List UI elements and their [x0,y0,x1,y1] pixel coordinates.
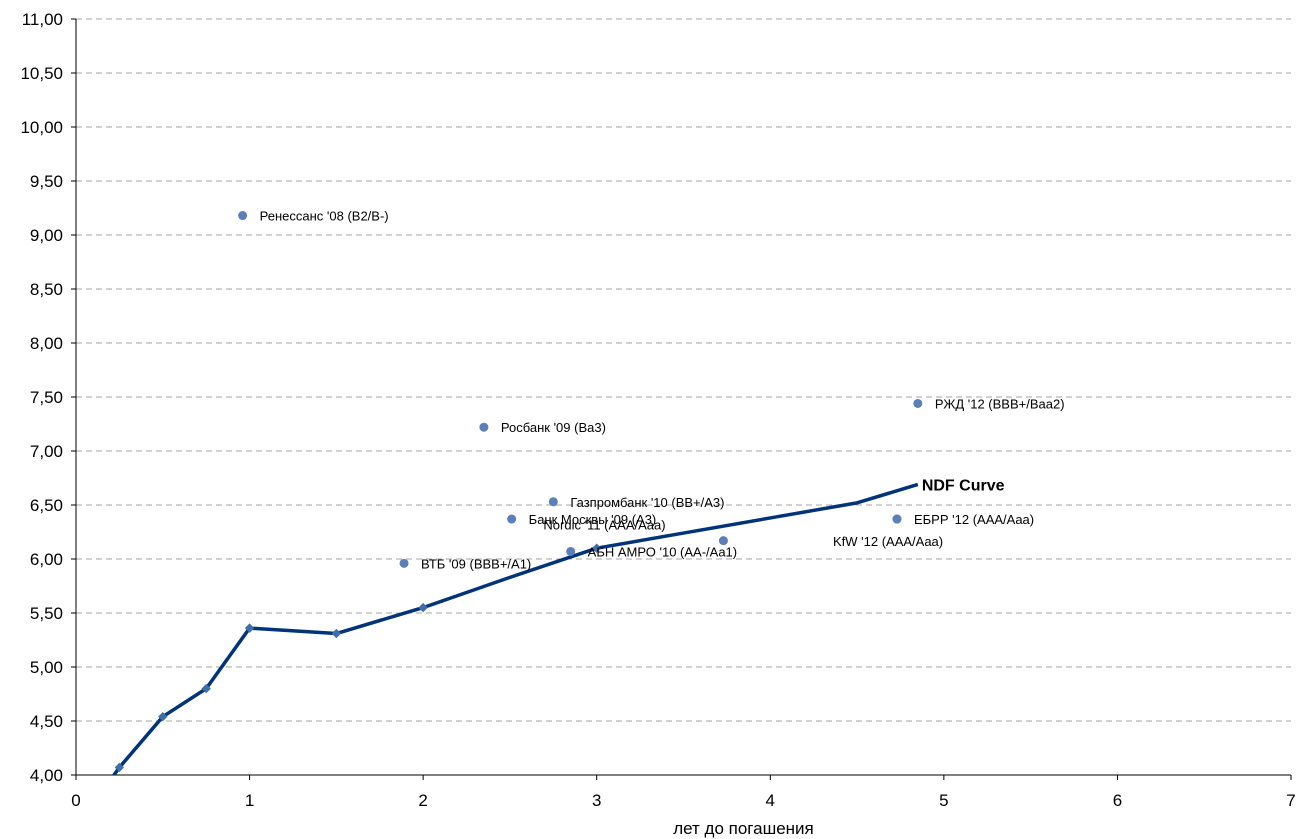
bond-point-label: Газпромбанк '10 (BB+/A3) [570,495,724,510]
y-tick-label: 8,50 [30,280,63,299]
ndf-curve-marker [158,711,168,722]
bond-point [718,536,728,546]
x-tick-label: 3 [592,791,601,810]
ndf-curve-marker [331,628,342,639]
bond-point [399,558,409,568]
y-tick-label: 9,50 [30,172,63,191]
bond-point-label: РЖД '12 (BBB+/Baa2) [935,396,1065,411]
bond-point [479,422,489,432]
ndf-curve-marker [201,683,211,694]
ndf-curve-marker [418,602,428,613]
bond-point [566,546,576,556]
y-tick-label: 6,50 [30,496,63,515]
y-tick-label: 10,00 [20,118,63,137]
ndf-curve-line [111,482,919,775]
bond-point-label: Nordic '11 (AAA/Aaa) [543,518,665,533]
bond-point [892,514,902,524]
y-tick-label: 4,00 [30,766,63,785]
bond-point-label: Ренессанс '08 (B2/B-) [260,209,389,224]
x-tick-label: 1 [245,791,254,810]
y-tick-label: 10,50 [20,64,63,83]
y-tick-label: 9,00 [30,226,63,245]
y-tick-label: 5,50 [30,604,63,623]
bond-point-label: KfW '12 (AAA/Aaa) [833,534,943,549]
bond-point [548,497,558,507]
ndf-curve-marker [592,543,602,553]
bond-point [507,514,517,524]
y-tick-label: 7,00 [30,442,63,461]
x-axis-title: лет до погашения [673,819,814,838]
x-tick-label: 2 [418,791,427,810]
bond-point-label: Росбанк '09 (Ba3) [501,420,606,435]
ndf-curve-label: NDF Curve [922,477,1005,494]
x-tick-label: 6 [1113,791,1122,810]
y-tick-label: 8,00 [30,334,63,353]
ndf-curve-marker [244,623,255,633]
x-tick-label: 7 [1286,791,1295,810]
bond-point-label: АБН АМРО '10 (AA-/Aa1) [588,544,737,559]
bond-point [238,211,248,221]
y-tick-label: 6,00 [30,550,63,569]
bond-point-label: Банк Москвы '09 (A3) [529,512,657,527]
y-tick-label: 11,00 [22,10,63,29]
x-tick-label: 0 [71,791,80,810]
y-tick-label: 4,50 [30,712,63,731]
x-tick-label: 4 [766,791,775,810]
ndf-curve-group [111,482,919,775]
bond-point-label: ЕБРР '12 (AAA/Aaa) [914,512,1034,527]
bond-point-label: ВТБ '09 (BBB+/A1) [421,556,531,571]
ndf-curve-marker [114,762,125,773]
y-tick-label: 5,00 [30,658,63,677]
y-tick-label: 7,50 [30,388,63,407]
x-tick-label: 5 [939,791,948,810]
bond-point [913,398,923,408]
